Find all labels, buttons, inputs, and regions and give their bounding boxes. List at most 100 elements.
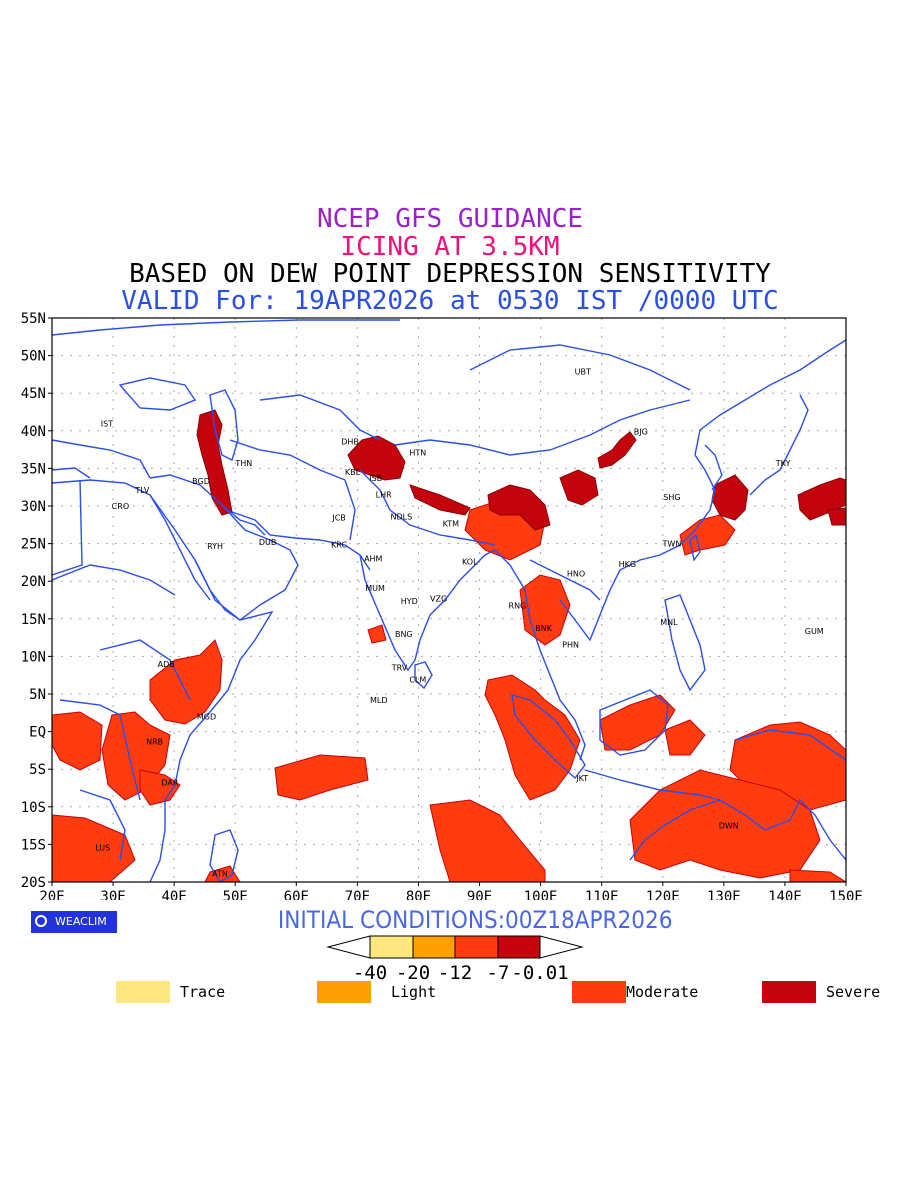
title-line-3: BASED ON DEW POINT DEPRESSION SENSITIVIT…: [129, 259, 771, 289]
station-label-clm: CLM: [409, 676, 426, 685]
lat-tick-label: 55N: [21, 311, 46, 327]
colorbar-label-2: -20: [396, 962, 430, 984]
colorbar-label-5: -0.01: [511, 962, 568, 984]
station-label-mum: MUM: [365, 584, 385, 593]
border-africa-1: [52, 564, 176, 596]
colorbar-trace-cell: [369, 935, 414, 959]
lon-tick-label: 90E: [467, 889, 492, 900]
title-line-4: VALID For: 19APR2026 at 0530 IST /0000 U…: [121, 286, 779, 316]
station-label-ahm: AHM: [364, 555, 382, 564]
lat-tick-label: 10N: [21, 649, 46, 665]
station-label-dar: DAR: [161, 779, 178, 788]
icing-area-himalaya: [409, 484, 471, 516]
coastline-korea: [704, 444, 723, 491]
icing-regions: [52, 409, 846, 882]
legend-label-moderate: Moderate: [626, 983, 699, 1001]
station-label-lhr: LHR: [376, 491, 392, 500]
station-label-bng: BNG: [395, 630, 413, 639]
station-label-lus: LUS: [95, 843, 110, 852]
lon-tick-label: 40E: [162, 889, 187, 900]
station-label-ndls: NDLS: [391, 513, 413, 522]
station-label-hkg: HKG: [619, 560, 636, 569]
legend-label-trace: Trace: [180, 983, 226, 1001]
station-label-bjg: BJG: [634, 428, 648, 437]
station-label-ubt: UBT: [575, 367, 591, 376]
station-label-rng: RNG: [509, 601, 527, 610]
lon-tick-label: 50E: [223, 889, 248, 900]
legend-label-light: Light: [391, 983, 437, 1001]
legend-label-severe: Severe: [826, 983, 881, 1001]
colorbar-right-arrow: [539, 935, 584, 959]
station-label-trv: TRV: [391, 664, 408, 673]
icing-map: 55N 50N 45N 40N 35N 30N 25N 20N 15N 10N 5N EQ 5S 10S 1…: [0, 300, 900, 900]
border-indochina: [529, 559, 601, 601]
legend-swatch-light: [317, 981, 371, 1003]
icing-area-east-africa: [149, 639, 223, 725]
station-label-gum: GUM: [805, 627, 824, 636]
station-label-ist: IST: [101, 419, 113, 428]
icing-area-korea-japan: [711, 474, 749, 521]
copyright-circle-icon: [35, 915, 47, 927]
colorbar-label-1: -40: [353, 962, 387, 984]
badge-label: WEACLIM: [55, 915, 107, 928]
station-label-ktm: KTM: [443, 519, 460, 528]
station-label-kbl: KBL: [345, 468, 361, 477]
station-label-hyd: HYD: [401, 597, 418, 606]
weaclim-badge: WEACLIM: [31, 911, 117, 933]
map-frame: [51, 317, 847, 883]
station-label-jcb: JCB: [331, 513, 345, 522]
lon-tick-label: 20E: [39, 889, 64, 900]
station-labels: UBT BJG TKY SHG TWN HKG HNO MNL GUM IST TLV CRO BGD T…: [95, 367, 824, 878]
title-line-2: ICING AT 3.5KM: [340, 232, 560, 262]
station-label-bnk: BNK: [535, 624, 552, 633]
coastline-madagascar: [209, 829, 239, 882]
coastline-sumatra: [511, 694, 586, 780]
lat-tick-label: 15S: [21, 837, 46, 853]
coastline-india: [359, 549, 496, 672]
coastline-indochina: [559, 454, 716, 642]
icing-area-philippines-sea: [599, 694, 676, 751]
lat-tick-label: 5S: [29, 762, 46, 778]
icing-area-sulawesi: [664, 719, 706, 756]
icing-area-tanzania: [139, 769, 181, 806]
lat-tick-label: 40N: [21, 424, 46, 440]
lat-tick-label: 25N: [21, 537, 46, 553]
station-label-shg: SHG: [663, 493, 680, 502]
icing-area-indian-ocean-west: [274, 754, 369, 801]
lon-tick-label: 120E: [646, 889, 680, 900]
coastline-china: [694, 339, 846, 456]
station-label-cro: CRO: [112, 502, 129, 511]
station-label-mnl: MNL: [660, 618, 678, 627]
station-label-thn: THN: [234, 459, 252, 468]
station-label-isb: ISB: [369, 474, 382, 483]
lon-tick-label: 100E: [524, 889, 558, 900]
lat-tick-label: 50N: [21, 349, 46, 365]
initial-conditions: INITIAL CONDITIONS:00Z18APR2026: [277, 906, 673, 934]
station-label-tlv: TLV: [134, 486, 149, 495]
coastline-southeast-asia: [494, 549, 586, 761]
station-label-atn: ATN: [212, 870, 228, 879]
coastline-sri-lanka: [414, 661, 433, 690]
colorbar-label-3: -12: [438, 962, 472, 984]
station-label-jkt: JKT: [575, 774, 588, 783]
station-label-phn: PHN: [562, 640, 579, 649]
legend-swatch-moderate: [572, 981, 626, 1003]
icing-area-southern-africa: [52, 814, 136, 882]
station-label-dwn: DWN: [719, 822, 739, 831]
icing-area-indian-ocean-east: [429, 799, 546, 882]
title-line-1: NCEP GFS GUIDANCE: [316, 204, 584, 234]
lon-tick-label: 70E: [345, 889, 370, 900]
coastline-iran-pakistan: [231, 511, 371, 571]
coastline-mediterranean: [52, 439, 151, 479]
station-label-vzg: VZG: [430, 594, 447, 603]
station-label-dub: DUB: [259, 538, 277, 547]
station-label-tky: TKY: [775, 459, 791, 468]
legend-swatch-severe: [762, 981, 816, 1003]
border-china: [394, 399, 691, 456]
station-label-mgd: MGD: [197, 713, 216, 722]
icing-area-madagascar: [204, 865, 241, 882]
station-label-nrb: NRB: [146, 737, 163, 746]
lon-tick-label: 150E: [829, 889, 863, 900]
colorbar-severe-cell: [497, 935, 541, 959]
icing-area-sichuan: [559, 469, 599, 506]
